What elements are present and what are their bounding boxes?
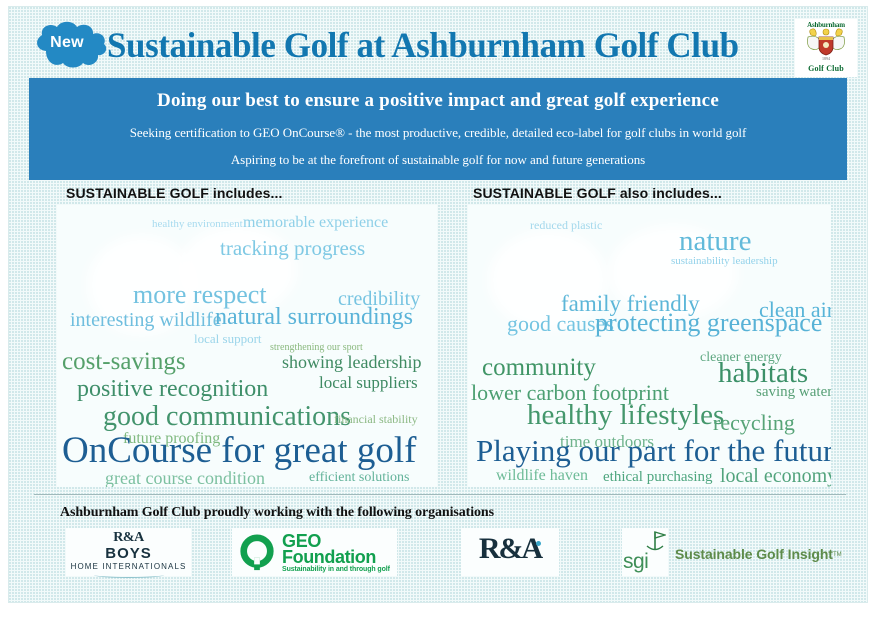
logo-sgi: sgi: [622, 528, 668, 576]
logo-randa-boys-line2: BOYS: [105, 545, 152, 562]
golf-flag-icon: [646, 531, 666, 551]
wordcloud-word: memorable experience: [243, 214, 389, 231]
wordcloud-word: habitats: [718, 357, 809, 389]
wordcloud-heading-left: SUSTAINABLE GOLF includes...: [66, 185, 283, 201]
wordcloud-panel-right: reduced plastic nature sustainability lead…: [468, 205, 831, 487]
logo-sgi-label: Sustainable Golf Insight: [675, 546, 833, 562]
crest-bottom-text: Golf Club: [808, 64, 844, 73]
wordcloud-word: time outdoors: [560, 432, 654, 451]
logo-randa-text: R&A: [478, 532, 543, 565]
wordcloud-word: community: [482, 354, 596, 381]
logo-randa: R&A: [461, 528, 559, 576]
page-title: Sustainable Golf at Ashburnham Golf Club: [107, 25, 739, 65]
wordcloud-word: OnCourse for great golf: [62, 430, 417, 471]
wordcloud-heading-right: SUSTAINABLE GOLF also includes...: [473, 185, 722, 201]
wordcloud-word: future proofing: [123, 430, 221, 447]
wordcloud-word: credibility: [338, 288, 421, 310]
wordcloud-word: lower carbon footprint: [471, 380, 669, 405]
wordcloud-word: interesting wildlife: [70, 309, 222, 331]
wordcloud-word: local economy: [720, 465, 831, 487]
mission-banner: Doing our best to ensure a positive impa…: [29, 78, 847, 180]
geo-ring-icon: [240, 534, 274, 571]
logo-geo-tagline: Sustainability in and through golf: [282, 566, 390, 573]
new-badge-label: New: [50, 34, 84, 51]
wordcloud-word: tracking progress: [220, 236, 366, 260]
wordcloud-word: financial stability: [334, 412, 418, 426]
crest-top-text: Ashburnham: [807, 21, 845, 29]
logo-geo-line1: GEO: [282, 531, 322, 551]
cloud-blob: [488, 230, 608, 330]
cloud-blob: [177, 225, 297, 315]
wordcloud-word: good communications: [103, 401, 352, 432]
wordcloud-word: local suppliers: [319, 373, 418, 392]
wordcloud-word: efficient solutions: [309, 470, 410, 485]
wordcloud-word: ethical purchasing: [603, 469, 713, 485]
logo-geo-line2: Foundation: [282, 547, 376, 567]
logo-randa-boys: R&A BOYS HOME INTERNATIONALS: [66, 528, 191, 578]
wordcloud-word: protecting greenspace: [595, 308, 823, 337]
logo-geo-foundation: GEO Foundation Sustainability in and thr…: [232, 528, 397, 576]
logo-sgi-text: sgi: [623, 550, 649, 573]
banner-subline-certification: Seeking certification to GEO OnCourse® -…: [129, 125, 747, 140]
banner-subline-aspiration: Aspiring to be at the forefront of susta…: [230, 152, 646, 167]
wordcloud-word: healthy lifestyles: [527, 399, 725, 431]
wordcloud-word: recycling: [713, 410, 795, 435]
wordcloud-word: healthy environment: [152, 218, 243, 230]
wordcloud-word: cost-savings: [62, 348, 186, 375]
wordcloud-word: saving water: [756, 384, 831, 400]
crest-year: 1894: [822, 56, 830, 61]
wordcloud-word: showing leadership: [282, 352, 422, 372]
cloud-blob: [608, 225, 738, 320]
wordcloud-word: family friendly: [561, 291, 700, 316]
cloud-blob: [87, 235, 197, 335]
section-divider: [34, 494, 846, 495]
wordcloud-word: strengthening our sport: [270, 342, 363, 353]
partners-caption: Ashburnham Golf Club proudly working wit…: [60, 505, 494, 520]
logo-sgi-tm: TM: [833, 552, 842, 558]
coat-of-arms-icon: [807, 28, 845, 56]
cloud-shape-icon: [37, 21, 107, 68]
wordcloud-word: good causes: [507, 311, 614, 336]
wordcloud-word: Playing our part for the future: [476, 433, 831, 468]
club-crest-logo: Ashburnham 1894 Golf Club: [795, 19, 857, 77]
banner-headline: Doing our best to ensure a positive impa…: [157, 90, 719, 111]
wordcloud-word: wildlife haven: [496, 467, 588, 484]
logo-randa-dot-icon: [536, 541, 541, 546]
wordcloud-word: natural surroundings: [215, 304, 413, 330]
wordcloud-word: reduced plastic: [530, 218, 603, 232]
wordcloud-word: clean air: [759, 297, 831, 322]
wordcloud-panel-left: healthy environment memorable experience t…: [57, 205, 437, 487]
wordcloud-word: local support: [194, 331, 262, 346]
wordcloud-word: great course condition: [105, 468, 265, 487]
wordcloud-word: sustainability leadership: [671, 255, 778, 267]
wordcloud-word: cleaner energy: [700, 350, 782, 365]
poster-header: New Sustainable Golf at Ashburnham Golf …: [9, 7, 867, 77]
logo-randa-boys-line3: HOME INTERNATIONALS: [70, 562, 187, 571]
new-badge: New: [31, 21, 109, 69]
wordcloud-word: nature: [679, 225, 752, 257]
logo-randa-boys-line1: R&A: [113, 530, 144, 545]
logo-randa-boys-swoosh: [94, 572, 164, 578]
wordcloud-word: positive recognition: [77, 376, 269, 402]
wordcloud-word: more respect: [133, 280, 267, 309]
